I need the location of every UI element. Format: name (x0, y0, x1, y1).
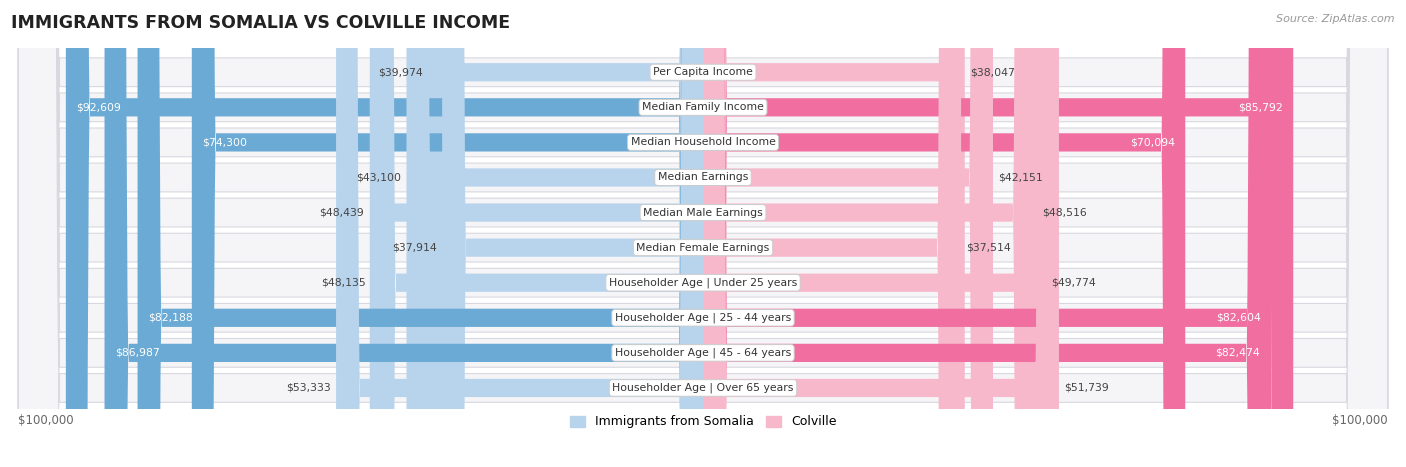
FancyBboxPatch shape (191, 0, 703, 467)
FancyBboxPatch shape (406, 0, 703, 467)
Text: $37,514: $37,514 (966, 243, 1011, 253)
Text: $38,047: $38,047 (970, 67, 1015, 77)
Text: Median Household Income: Median Household Income (630, 137, 776, 148)
FancyBboxPatch shape (138, 0, 703, 467)
Text: $82,474: $82,474 (1215, 348, 1260, 358)
Text: IMMIGRANTS FROM SOMALIA VS COLVILLE INCOME: IMMIGRANTS FROM SOMALIA VS COLVILLE INCO… (11, 14, 510, 32)
FancyBboxPatch shape (427, 0, 703, 467)
Text: $70,094: $70,094 (1130, 137, 1175, 148)
Legend: Immigrants from Somalia, Colville: Immigrants from Somalia, Colville (565, 410, 841, 433)
Text: $48,516: $48,516 (1042, 207, 1087, 218)
Text: Householder Age | 45 - 64 years: Householder Age | 45 - 64 years (614, 347, 792, 358)
Text: $42,151: $42,151 (998, 172, 1043, 183)
FancyBboxPatch shape (18, 0, 1388, 467)
FancyBboxPatch shape (703, 0, 1046, 467)
FancyBboxPatch shape (18, 0, 1388, 467)
FancyBboxPatch shape (703, 0, 1185, 467)
Text: $82,604: $82,604 (1216, 313, 1261, 323)
FancyBboxPatch shape (703, 0, 965, 467)
Text: $43,100: $43,100 (356, 172, 401, 183)
Text: Householder Age | Under 25 years: Householder Age | Under 25 years (609, 277, 797, 288)
Text: Median Family Income: Median Family Income (643, 102, 763, 113)
Text: $74,300: $74,300 (202, 137, 247, 148)
Text: $100,000: $100,000 (18, 414, 75, 427)
FancyBboxPatch shape (66, 0, 703, 467)
Text: $53,333: $53,333 (285, 383, 330, 393)
FancyBboxPatch shape (18, 0, 1388, 467)
FancyBboxPatch shape (371, 0, 703, 467)
Text: $86,987: $86,987 (115, 348, 160, 358)
Text: $100,000: $100,000 (1331, 414, 1388, 427)
FancyBboxPatch shape (370, 0, 703, 467)
FancyBboxPatch shape (703, 0, 962, 467)
Text: $51,739: $51,739 (1064, 383, 1109, 393)
FancyBboxPatch shape (18, 0, 1388, 467)
Text: $49,774: $49,774 (1050, 278, 1095, 288)
FancyBboxPatch shape (104, 0, 703, 467)
FancyBboxPatch shape (703, 0, 993, 467)
FancyBboxPatch shape (703, 0, 1294, 467)
Text: $92,609: $92,609 (76, 102, 121, 113)
Text: Source: ZipAtlas.com: Source: ZipAtlas.com (1277, 14, 1395, 24)
Text: Median Male Earnings: Median Male Earnings (643, 207, 763, 218)
Text: Householder Age | Over 65 years: Householder Age | Over 65 years (612, 383, 794, 393)
Text: $85,792: $85,792 (1239, 102, 1282, 113)
FancyBboxPatch shape (336, 0, 703, 467)
Text: Median Earnings: Median Earnings (658, 172, 748, 183)
FancyBboxPatch shape (18, 0, 1388, 467)
Text: Per Capita Income: Per Capita Income (652, 67, 754, 77)
FancyBboxPatch shape (441, 0, 703, 467)
FancyBboxPatch shape (18, 0, 1388, 467)
FancyBboxPatch shape (18, 0, 1388, 467)
Text: Householder Age | 25 - 44 years: Householder Age | 25 - 44 years (614, 312, 792, 323)
FancyBboxPatch shape (703, 0, 1271, 467)
Text: $48,135: $48,135 (322, 278, 367, 288)
Text: $48,439: $48,439 (319, 207, 364, 218)
FancyBboxPatch shape (703, 0, 1059, 467)
FancyBboxPatch shape (18, 0, 1388, 467)
FancyBboxPatch shape (18, 0, 1388, 467)
Text: $37,914: $37,914 (392, 243, 437, 253)
FancyBboxPatch shape (703, 0, 1036, 467)
Text: $82,188: $82,188 (148, 313, 193, 323)
FancyBboxPatch shape (18, 0, 1388, 467)
Text: $39,974: $39,974 (378, 67, 422, 77)
FancyBboxPatch shape (703, 0, 1271, 467)
Text: Median Female Earnings: Median Female Earnings (637, 243, 769, 253)
